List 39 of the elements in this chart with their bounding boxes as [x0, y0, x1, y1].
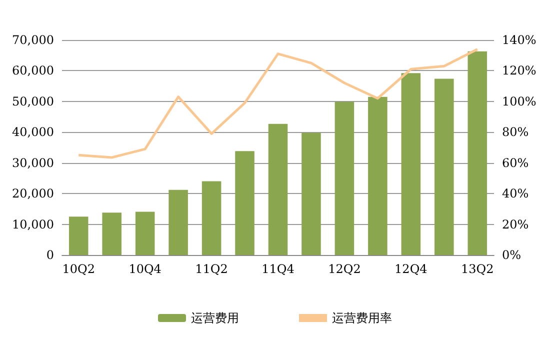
- bar: [135, 212, 155, 255]
- line-series: [77, 48, 479, 159]
- bar: [202, 181, 222, 255]
- y2-tick-label: 0%: [502, 248, 522, 262]
- bar: [368, 96, 388, 255]
- x-tick-label: 12Q2: [328, 262, 361, 276]
- y-tick-label: 60,000: [12, 64, 54, 78]
- y2-tick-label: 60%: [502, 156, 529, 170]
- y2-tick-label: 40%: [502, 186, 529, 201]
- bar: [468, 51, 488, 255]
- x-tick-label: 11Q4: [262, 262, 295, 276]
- y2-tick-label: 80%: [502, 125, 529, 140]
- y2-tick-label: 140%: [502, 33, 536, 47]
- bar: [434, 78, 454, 255]
- y2-tick-label: 120%: [502, 64, 536, 78]
- bar: [401, 73, 421, 255]
- legend-label: 运营费用率: [332, 311, 392, 325]
- bar: [68, 216, 88, 255]
- y-tick-label: 70,000: [12, 33, 54, 47]
- bar: [168, 190, 188, 255]
- y-tick-label: 30,000: [12, 156, 54, 170]
- x-tick-label: 13Q2: [461, 262, 494, 276]
- bar: [102, 212, 122, 255]
- legend-label: 运营费用: [191, 311, 239, 325]
- bar: [268, 124, 288, 255]
- bar: [302, 132, 321, 255]
- y-tick-label: 0: [46, 248, 54, 262]
- x-tick-label: 10Q4: [128, 262, 162, 276]
- y-tick-label: 50,000: [12, 94, 54, 108]
- y-tick-label: 20,000: [12, 186, 54, 201]
- bar: [235, 151, 254, 255]
- x-tick-label: 10Q2: [62, 262, 95, 276]
- y2-tick-label: 100%: [502, 94, 536, 108]
- x-tick-label: 12Q4: [394, 262, 428, 276]
- y-tick-label: 40,000: [12, 125, 54, 140]
- bar: [334, 102, 354, 255]
- y2-tick-label: 20%: [502, 217, 529, 232]
- y-tick-label: 10,000: [12, 217, 54, 232]
- x-tick-label: 11Q2: [195, 262, 228, 276]
